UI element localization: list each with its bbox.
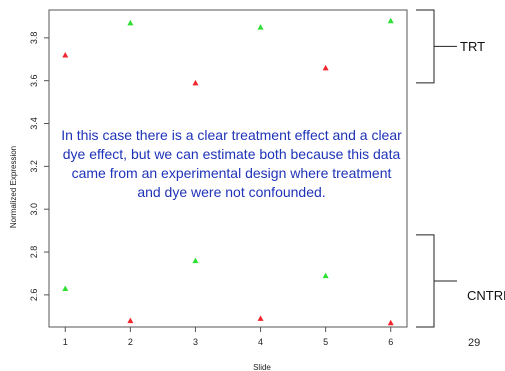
red-point: [322, 64, 329, 71]
plot-frame: [48, 9, 408, 328]
red-point: [387, 319, 394, 326]
y-tick-label: 2.8: [29, 246, 39, 259]
y-tick-label: 3.4: [29, 117, 39, 130]
y-tick-label: 3.6: [29, 74, 39, 87]
trt-group-label: TRT: [460, 39, 486, 54]
slide-number: 29: [468, 337, 481, 349]
green-point: [62, 285, 69, 291]
green-point: [387, 17, 394, 24]
green-point: [127, 19, 134, 26]
x-axis-label: Slide: [253, 363, 271, 371]
annotation-text: In this case there is a clear treatment …: [61, 127, 402, 200]
x-tick-label: 3: [193, 337, 198, 347]
x-axis: 1 2 3 4 5 6: [63, 327, 393, 347]
y-axis: 2.6 2.8 3.0 3.2 3.4 3.6 3.8: [29, 32, 49, 302]
x-tick-label: 5: [323, 337, 328, 347]
green-point: [257, 24, 264, 30]
data-points: [62, 17, 394, 326]
red-point: [192, 79, 199, 86]
red-point: [257, 315, 264, 321]
y-axis-label: Normalized Expression: [9, 146, 18, 228]
y-tick-label: 3.8: [29, 32, 39, 45]
x-tick-label: 6: [388, 337, 393, 347]
x-tick-label: 2: [128, 337, 133, 347]
red-point: [127, 317, 134, 324]
trt-bracket: [416, 9, 435, 84]
green-point: [192, 257, 199, 264]
x-tick-label: 4: [258, 337, 263, 347]
red-point: [62, 51, 69, 58]
green-point: [322, 272, 329, 279]
y-tick-label: 3.0: [29, 203, 39, 216]
group-brackets: [416, 9, 457, 328]
y-tick-label: 3.2: [29, 160, 39, 173]
cntrl-bracket: [416, 234, 435, 328]
x-tick-label: 1: [63, 337, 68, 347]
cntrl-group-label: CNTRL: [467, 288, 505, 303]
y-tick-label: 2.6: [29, 289, 39, 302]
